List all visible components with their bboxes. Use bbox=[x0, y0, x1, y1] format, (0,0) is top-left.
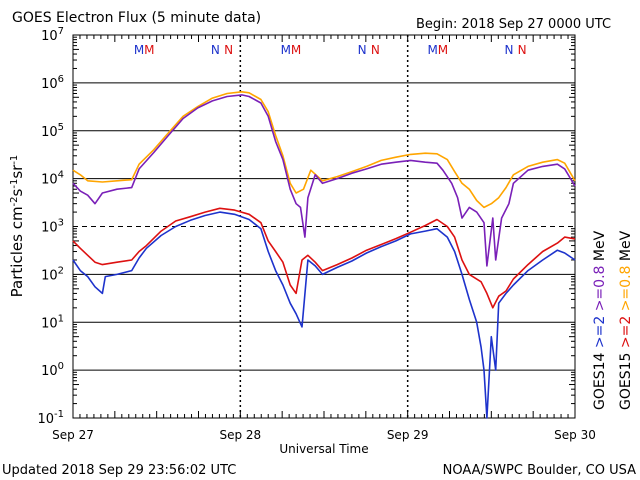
series-line bbox=[72, 211, 576, 419]
marker-label: M bbox=[291, 43, 301, 57]
y-tick-label: 105 bbox=[41, 122, 64, 140]
marker-label: N bbox=[504, 43, 513, 57]
y-axis-label-s: s bbox=[8, 188, 26, 196]
marker-label: N bbox=[358, 43, 367, 57]
y-tick-label-base: 10 bbox=[41, 125, 58, 140]
marker-label: M bbox=[438, 43, 448, 57]
legend-entry: >=0.8 bbox=[592, 266, 608, 316]
series-line bbox=[72, 91, 576, 209]
x-tick-label: Sep 27 bbox=[52, 428, 94, 442]
y-tick-label: 106 bbox=[41, 74, 64, 92]
marker-label: M bbox=[134, 43, 144, 57]
y-axis-label-exp1: -2 bbox=[9, 196, 20, 206]
series-lines bbox=[72, 91, 576, 419]
legend-goes15-column: GOES15 >=2 >=0.8 MeV bbox=[618, 230, 634, 410]
y-tick-label-base: 10 bbox=[41, 268, 58, 283]
y-tick-label-base: 10 bbox=[41, 77, 58, 92]
legend-entry: >=0.8 bbox=[618, 266, 634, 316]
legend-entry: MeV bbox=[592, 230, 608, 265]
y-tick-label: 100 bbox=[41, 361, 64, 379]
y-tick-label-exp: 1 bbox=[58, 313, 64, 324]
y-axis-label-exp2: -1 bbox=[9, 179, 20, 189]
y-axis-label-base: Particles cm bbox=[8, 206, 26, 297]
y-tick-label-exp: 4 bbox=[58, 170, 64, 181]
series-line bbox=[72, 94, 576, 267]
legend-entry: GOES15 bbox=[618, 353, 634, 410]
y-tick-label: 10-1 bbox=[37, 409, 64, 427]
y-tick-label-exp: 3 bbox=[58, 218, 64, 229]
marker-label: M bbox=[427, 43, 437, 57]
updated-timestamp: Updated 2018 Sep 29 23:56:02 UTC bbox=[2, 463, 236, 478]
y-tick-label: 102 bbox=[41, 265, 64, 283]
marker-label: N bbox=[518, 43, 527, 57]
y-tick-label-exp: 6 bbox=[58, 74, 64, 85]
series-line bbox=[72, 207, 576, 309]
marker-label: N bbox=[224, 43, 233, 57]
begin-time-label: Begin: 2018 Sep 27 0000 UTC bbox=[416, 17, 611, 32]
y-tick-label-base: 10 bbox=[37, 412, 54, 427]
y-tick-label-base: 10 bbox=[41, 29, 58, 44]
marker-label: N bbox=[371, 43, 380, 57]
legend-entry: GOES14 bbox=[592, 352, 608, 410]
y-tick-label-exp: 0 bbox=[58, 361, 64, 372]
legend-entry: >=2 bbox=[618, 316, 634, 353]
y-tick-label-base: 10 bbox=[41, 173, 58, 188]
x-axis-label: Universal Time bbox=[279, 442, 368, 456]
y-tick-label: 104 bbox=[41, 170, 64, 188]
grid-lines bbox=[73, 82, 575, 371]
y-axis-label-exp3: -1 bbox=[9, 155, 20, 165]
legend-entry: >=2 bbox=[592, 316, 608, 353]
y-tick-label-base: 10 bbox=[41, 316, 58, 331]
y-tick-label-exp: -1 bbox=[54, 409, 64, 420]
marker-label: M bbox=[281, 43, 291, 57]
legend-goes14-column: GOES14 >=2 >=0.8 MeV bbox=[592, 230, 608, 410]
y-axis-label: Particles cm-2s-1sr-1 bbox=[8, 155, 26, 298]
y-tick-label: 103 bbox=[41, 218, 64, 236]
x-tick-label: Sep 29 bbox=[387, 428, 429, 442]
x-axis-ticks: Sep 27 Sep 28 Sep 29 Sep 30 bbox=[52, 35, 596, 442]
x-tick-label: Sep 30 bbox=[554, 428, 596, 442]
marker-label: N bbox=[211, 43, 220, 57]
y-tick-label-base: 10 bbox=[41, 221, 58, 236]
credit-label: NOAA/SWPC Boulder, CO USA bbox=[443, 463, 636, 478]
y-tick-label-base: 10 bbox=[41, 364, 58, 379]
legend-entry: MeV bbox=[618, 230, 634, 265]
x-tick-label: Sep 28 bbox=[219, 428, 261, 442]
chart-title: GOES Electron Flux (5 minute data) bbox=[12, 10, 261, 26]
y-tick-label-exp: 2 bbox=[58, 265, 64, 276]
marker-label: M bbox=[144, 43, 154, 57]
y-tick-label: 101 bbox=[41, 313, 64, 331]
y-axis-label-sr: sr bbox=[8, 164, 26, 179]
y-tick-label-exp: 7 bbox=[58, 26, 64, 37]
y-tick-label-exp: 5 bbox=[58, 122, 64, 133]
y-tick-label: 107 bbox=[41, 26, 64, 44]
